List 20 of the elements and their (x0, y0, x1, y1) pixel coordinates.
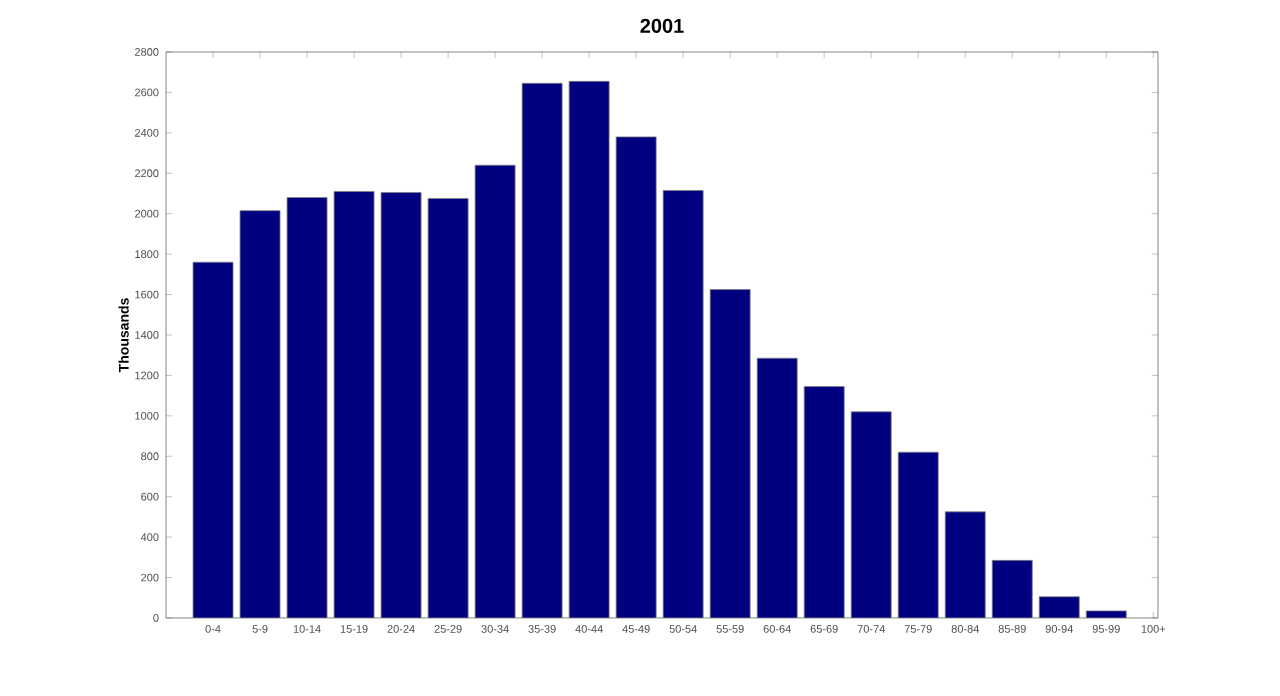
bar (475, 165, 516, 618)
bar (710, 289, 751, 618)
bar (193, 262, 234, 618)
bar (240, 210, 281, 618)
bar (1039, 596, 1080, 618)
bar (663, 190, 704, 618)
bar (804, 386, 845, 618)
bar (898, 452, 939, 618)
bar (428, 198, 469, 618)
bar (569, 81, 610, 618)
chart-title: 2001 (640, 18, 684, 33)
bar (334, 191, 375, 618)
bar (992, 560, 1033, 618)
bar (381, 192, 422, 618)
bar (522, 83, 563, 618)
bar (945, 511, 986, 618)
bar (616, 136, 657, 618)
bar (851, 411, 892, 618)
bar (757, 358, 798, 618)
bar (287, 197, 328, 618)
